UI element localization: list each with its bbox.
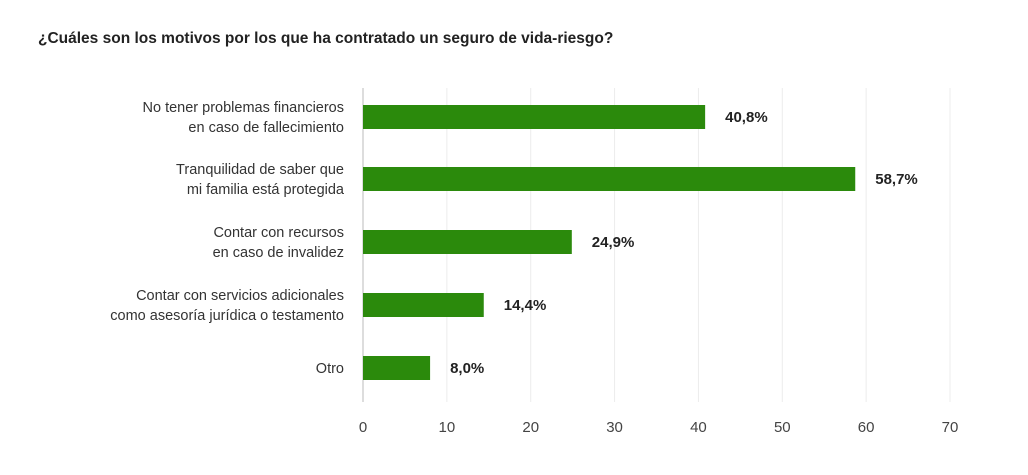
bar — [363, 356, 431, 380]
x-tick-label: 70 — [942, 419, 959, 436]
data-label: 40,8% — [725, 109, 768, 126]
data-label: 14,4% — [504, 297, 547, 314]
category-label: Otro — [316, 361, 344, 377]
bar — [363, 293, 484, 317]
x-tick-label: 50 — [774, 419, 791, 436]
x-tick-label: 60 — [858, 419, 875, 436]
category-label: Contar con recursos — [213, 225, 344, 241]
chart-title: ¿Cuáles son los motivos por los que ha c… — [38, 30, 614, 47]
category-label: en caso de fallecimiento — [188, 120, 344, 136]
bar — [363, 105, 706, 129]
category-label: No tener problemas financieros — [143, 100, 345, 116]
category-label: como asesoría jurídica o testamento — [110, 308, 344, 324]
category-label: Contar con servicios adicionales — [136, 288, 344, 304]
x-tick-label: 0 — [359, 419, 367, 436]
data-label: 58,7% — [875, 171, 918, 188]
bar — [363, 230, 572, 254]
x-tick-label: 10 — [439, 419, 456, 436]
category-label: mi familia está protegida — [187, 182, 345, 198]
x-tick-label: 30 — [606, 419, 623, 436]
x-tick-label: 20 — [522, 419, 539, 436]
data-label: 24,9% — [592, 234, 635, 251]
category-label: Tranquilidad de saber que — [176, 162, 344, 178]
data-label: 8,0% — [450, 360, 484, 377]
category-label: en caso de invalidez — [213, 245, 344, 261]
x-tick-label: 40 — [690, 419, 707, 436]
bar — [363, 167, 856, 191]
